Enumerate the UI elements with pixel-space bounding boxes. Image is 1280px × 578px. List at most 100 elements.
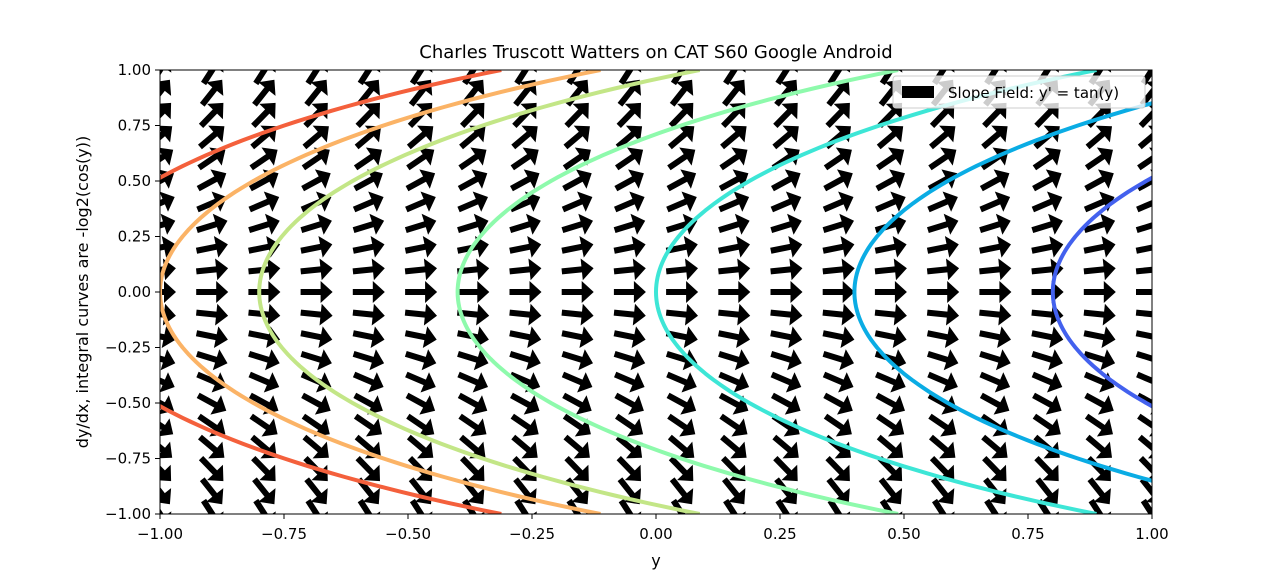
slope-arrow (353, 169, 383, 192)
slope-arrow (198, 434, 225, 459)
slope-arrow (771, 392, 801, 415)
slope-arrow (1031, 326, 1064, 348)
legend: Slope Field: y' = tan(y) (892, 75, 1146, 109)
slope-arrow (615, 147, 644, 171)
slope-arrow (404, 326, 437, 348)
slope-arrow (195, 236, 228, 258)
slope-arrow (822, 371, 854, 393)
slope-arrow (462, 70, 485, 86)
slope-arrow (669, 79, 694, 107)
slope-arrow (561, 326, 594, 348)
slope-arrow (160, 487, 172, 505)
slope-arrow (160, 281, 176, 303)
slope-arrow (875, 371, 906, 393)
slope-arrow (510, 169, 540, 192)
slope-arrow (875, 191, 906, 213)
slope-arrow (927, 281, 960, 303)
slope-arrow (457, 281, 490, 303)
slope-arrow (201, 498, 224, 514)
legend-entry-label: Slope Field: y' = tan(y) (948, 84, 1119, 102)
slope-arrow (927, 392, 958, 415)
integral-curves (160, 70, 1152, 514)
slope-arrow (825, 102, 850, 128)
slope-arrow (509, 349, 541, 371)
slope-arrow (352, 213, 385, 235)
slope-arrow (564, 102, 589, 128)
slope-arrow (253, 70, 276, 86)
slope-arrow (457, 371, 488, 393)
slope-arrow (718, 236, 750, 258)
x-tick-label: −0.75 (261, 525, 307, 543)
slope-arrow (979, 213, 1011, 235)
y-tick-label: 0.00 (118, 283, 151, 301)
slope-arrow (718, 326, 750, 348)
slope-arrow (509, 371, 541, 393)
slope-arrow (1084, 147, 1113, 171)
slope-arrow (823, 169, 853, 192)
slope-arrow (300, 303, 333, 326)
slope-arrow (1032, 392, 1062, 415)
slope-arrow (404, 349, 437, 371)
slope-arrow (1137, 125, 1152, 150)
slope-arrow (723, 498, 746, 514)
slope-arrow (1135, 351, 1152, 362)
x-axis-ticks: −1.00 −0.75 −0.50 −0.25 0.00 0.25 0.50 0.75 1.00 (137, 514, 1169, 543)
slope-arrow (352, 281, 385, 303)
slope-arrow (775, 70, 798, 86)
slope-arrow (1031, 349, 1063, 371)
slope-arrow (827, 498, 851, 514)
slope-arrow (160, 191, 175, 212)
slope-arrow (823, 392, 853, 415)
slope-arrow (356, 79, 380, 107)
slope-arrow (926, 258, 960, 281)
slope-arrow (196, 191, 227, 213)
slope-arrow (457, 258, 490, 281)
slope-arrow (1135, 222, 1152, 233)
slope-arrow (877, 456, 903, 482)
slope-arrow (352, 303, 385, 326)
slope-arrow (979, 258, 1012, 281)
x-tick-label: 0.75 (1011, 525, 1044, 543)
slope-arrow (979, 169, 1010, 192)
slope-arrow (613, 349, 646, 371)
slope-arrow (718, 281, 751, 303)
slope-arrow (196, 303, 229, 326)
slope-arrow (1087, 477, 1111, 505)
y-axis-ticks: 1.00 0.75 0.50 0.25 0.00 −0.25 −0.50 −0.75 −1.00 (105, 61, 160, 523)
slope-arrow (1035, 477, 1059, 505)
slope-arrow (457, 169, 488, 192)
slope-arrow (563, 434, 590, 459)
slope-arrow (1084, 413, 1113, 437)
slope-arrow (357, 70, 381, 86)
slope-arrow (668, 102, 694, 128)
slope-arrow (196, 281, 229, 303)
slope-arrow (198, 125, 225, 150)
y-axis-label: dy/dx, integral curves are -log2(cos(y)) (73, 136, 92, 449)
x-tick-label: −0.50 (385, 525, 431, 543)
slope-arrow (665, 303, 698, 326)
slope-arrow (511, 434, 538, 459)
slope-arrow (926, 303, 960, 326)
slope-arrow (614, 371, 645, 393)
slope-arrow (565, 79, 589, 107)
slope-arrow (979, 303, 1012, 326)
slope-arrow (614, 392, 644, 415)
slope-arrow (353, 147, 382, 171)
slope-arrow (618, 498, 642, 514)
slope-arrow (718, 213, 750, 235)
slope-arrow (1137, 147, 1152, 171)
slope-arrow (563, 125, 590, 150)
slope-arrow (982, 102, 1007, 128)
y-tick-label: 0.50 (118, 172, 151, 190)
slope-arrow (199, 477, 224, 505)
slope-arrow (561, 349, 593, 371)
slope-arrow (876, 125, 904, 150)
slope-arrow (822, 281, 855, 303)
slope-arrow (928, 147, 957, 171)
slope-arrow (1135, 309, 1152, 318)
slope-arrow (304, 79, 328, 107)
slope-arrow (613, 326, 646, 348)
slope-arrow (160, 508, 172, 514)
slope-arrow (1135, 244, 1152, 254)
slope-arrow (926, 236, 959, 258)
